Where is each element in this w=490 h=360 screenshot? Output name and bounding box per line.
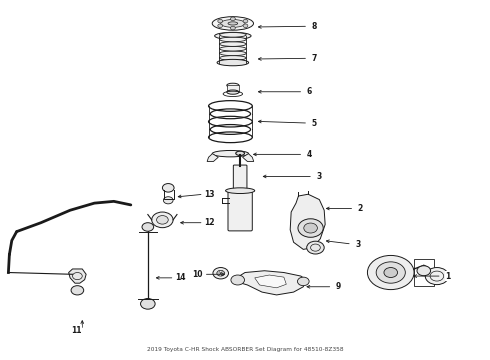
Circle shape	[142, 223, 154, 231]
Text: 14: 14	[175, 273, 186, 282]
Circle shape	[307, 241, 324, 254]
Circle shape	[213, 267, 228, 279]
Circle shape	[297, 277, 309, 286]
Ellipse shape	[217, 59, 248, 66]
Ellipse shape	[215, 32, 251, 40]
Circle shape	[157, 216, 168, 224]
Circle shape	[231, 275, 245, 285]
Text: 7: 7	[311, 54, 317, 63]
Circle shape	[243, 19, 248, 23]
Circle shape	[425, 267, 448, 285]
Ellipse shape	[220, 37, 246, 42]
Ellipse shape	[212, 17, 253, 30]
Circle shape	[417, 266, 431, 276]
Circle shape	[230, 17, 235, 21]
Ellipse shape	[220, 42, 246, 46]
Text: 5: 5	[312, 118, 317, 127]
Ellipse shape	[225, 188, 255, 194]
Text: 3: 3	[355, 239, 360, 248]
Text: 11: 11	[71, 326, 82, 335]
Circle shape	[368, 256, 414, 289]
Circle shape	[376, 262, 405, 283]
Circle shape	[162, 184, 174, 192]
Ellipse shape	[220, 60, 246, 65]
Ellipse shape	[212, 150, 248, 157]
Polygon shape	[290, 194, 325, 249]
Circle shape	[243, 24, 248, 27]
Ellipse shape	[236, 151, 245, 156]
Ellipse shape	[220, 46, 246, 51]
Text: 9: 9	[336, 282, 341, 291]
Text: 3: 3	[316, 172, 321, 181]
Ellipse shape	[227, 90, 239, 94]
Polygon shape	[69, 269, 86, 283]
Circle shape	[141, 298, 155, 309]
Circle shape	[230, 26, 235, 30]
Ellipse shape	[220, 56, 246, 60]
Polygon shape	[235, 271, 306, 295]
Ellipse shape	[220, 32, 246, 37]
Circle shape	[152, 212, 173, 228]
Circle shape	[218, 19, 222, 23]
Ellipse shape	[220, 51, 246, 56]
Text: 2019 Toyota C-HR Shock ABSORBER Set Diagram for 48510-8Z358: 2019 Toyota C-HR Shock ABSORBER Set Diag…	[147, 347, 343, 351]
FancyBboxPatch shape	[228, 190, 252, 231]
Polygon shape	[255, 275, 286, 288]
Circle shape	[298, 219, 323, 237]
Circle shape	[384, 267, 397, 278]
Text: 4: 4	[307, 150, 312, 159]
Text: 12: 12	[204, 218, 215, 227]
Circle shape	[71, 286, 84, 295]
Circle shape	[218, 24, 222, 27]
Text: 13: 13	[204, 190, 215, 199]
Text: 8: 8	[311, 22, 317, 31]
Text: 1: 1	[445, 271, 450, 280]
Ellipse shape	[227, 83, 239, 87]
Polygon shape	[207, 154, 218, 162]
Text: 10: 10	[193, 270, 203, 279]
Ellipse shape	[220, 19, 245, 27]
Text: 6: 6	[307, 87, 312, 96]
Polygon shape	[243, 154, 254, 162]
Bar	[227, 85, 239, 92]
Ellipse shape	[228, 22, 238, 25]
Circle shape	[163, 197, 173, 204]
Text: 2: 2	[358, 204, 363, 213]
Bar	[414, 259, 434, 286]
Circle shape	[304, 223, 318, 233]
FancyBboxPatch shape	[233, 165, 247, 192]
